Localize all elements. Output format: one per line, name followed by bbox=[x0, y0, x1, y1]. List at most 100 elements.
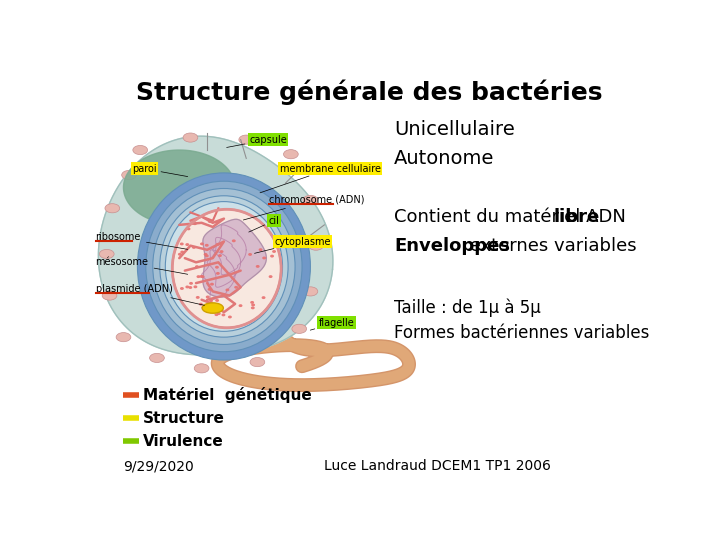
Ellipse shape bbox=[216, 272, 220, 275]
Ellipse shape bbox=[202, 303, 223, 313]
Ellipse shape bbox=[206, 295, 210, 299]
Ellipse shape bbox=[303, 287, 318, 296]
Ellipse shape bbox=[261, 296, 266, 299]
Ellipse shape bbox=[251, 303, 255, 306]
Text: Enveloppes: Enveloppes bbox=[394, 237, 510, 255]
Polygon shape bbox=[99, 136, 333, 355]
Ellipse shape bbox=[238, 304, 243, 307]
Ellipse shape bbox=[209, 299, 213, 302]
Ellipse shape bbox=[138, 173, 310, 360]
Ellipse shape bbox=[204, 253, 207, 256]
Text: chromosome (ADN): chromosome (ADN) bbox=[243, 195, 364, 220]
Ellipse shape bbox=[210, 283, 214, 286]
Text: 9/29/2020: 9/29/2020 bbox=[124, 459, 194, 473]
Ellipse shape bbox=[180, 287, 184, 290]
Text: mésosome: mésosome bbox=[96, 257, 188, 274]
Ellipse shape bbox=[196, 296, 199, 299]
Text: plasmide (ADN): plasmide (ADN) bbox=[96, 285, 204, 305]
Ellipse shape bbox=[178, 253, 181, 256]
Text: paroi: paroi bbox=[132, 164, 188, 177]
Ellipse shape bbox=[248, 253, 252, 256]
Ellipse shape bbox=[205, 254, 209, 258]
Text: membrane cellulaire: membrane cellulaire bbox=[260, 164, 381, 193]
Ellipse shape bbox=[222, 314, 225, 316]
Ellipse shape bbox=[256, 265, 260, 268]
Ellipse shape bbox=[105, 204, 120, 213]
Ellipse shape bbox=[195, 265, 199, 268]
Ellipse shape bbox=[216, 243, 220, 246]
Ellipse shape bbox=[217, 312, 221, 315]
Ellipse shape bbox=[189, 286, 192, 289]
Text: libre: libre bbox=[553, 207, 599, 226]
Ellipse shape bbox=[202, 306, 205, 309]
Text: Contient du matériel ADN: Contient du matériel ADN bbox=[394, 207, 631, 226]
Ellipse shape bbox=[160, 196, 288, 337]
Polygon shape bbox=[124, 150, 235, 225]
Ellipse shape bbox=[215, 299, 219, 302]
Ellipse shape bbox=[185, 243, 189, 246]
Ellipse shape bbox=[145, 181, 302, 352]
Ellipse shape bbox=[99, 249, 114, 259]
Ellipse shape bbox=[200, 242, 204, 245]
Text: Matériel  génétique: Matériel génétique bbox=[143, 387, 312, 403]
Ellipse shape bbox=[262, 256, 266, 259]
Ellipse shape bbox=[122, 171, 136, 180]
Text: Structure: Structure bbox=[143, 411, 225, 426]
Ellipse shape bbox=[250, 301, 254, 304]
Text: Taille : de 1μ à 5μ: Taille : de 1μ à 5μ bbox=[394, 299, 541, 318]
Ellipse shape bbox=[215, 266, 219, 269]
Ellipse shape bbox=[208, 220, 212, 223]
Ellipse shape bbox=[251, 306, 255, 309]
Ellipse shape bbox=[234, 286, 238, 289]
Text: flagelle: flagelle bbox=[310, 318, 354, 330]
Polygon shape bbox=[203, 219, 266, 297]
Text: cil: cil bbox=[249, 215, 279, 232]
Ellipse shape bbox=[250, 357, 265, 367]
Ellipse shape bbox=[239, 135, 253, 144]
Ellipse shape bbox=[292, 324, 307, 333]
Ellipse shape bbox=[204, 244, 209, 247]
Ellipse shape bbox=[133, 145, 148, 154]
Ellipse shape bbox=[218, 254, 222, 257]
Text: Autonome: Autonome bbox=[394, 149, 495, 168]
Ellipse shape bbox=[192, 246, 196, 249]
Text: Structure générale des bactéries: Structure générale des bactéries bbox=[136, 79, 602, 105]
Ellipse shape bbox=[153, 188, 295, 345]
Ellipse shape bbox=[270, 255, 274, 258]
Ellipse shape bbox=[116, 333, 131, 342]
Text: Unicellulaire: Unicellulaire bbox=[394, 120, 515, 139]
Ellipse shape bbox=[185, 286, 189, 288]
Ellipse shape bbox=[172, 210, 281, 328]
Ellipse shape bbox=[272, 250, 276, 253]
Text: Formes bactériennes variables: Formes bactériennes variables bbox=[394, 324, 649, 342]
Ellipse shape bbox=[199, 275, 203, 278]
Text: externes variables: externes variables bbox=[464, 237, 636, 255]
Ellipse shape bbox=[189, 282, 193, 285]
Ellipse shape bbox=[197, 275, 200, 278]
Ellipse shape bbox=[303, 195, 318, 205]
Text: capsule: capsule bbox=[227, 134, 287, 147]
Ellipse shape bbox=[228, 315, 232, 319]
Ellipse shape bbox=[284, 150, 298, 159]
Ellipse shape bbox=[186, 227, 191, 231]
Ellipse shape bbox=[225, 288, 230, 292]
Text: ribosome: ribosome bbox=[96, 232, 188, 249]
Text: cytoplasme: cytoplasme bbox=[254, 237, 330, 253]
Ellipse shape bbox=[180, 251, 184, 253]
Ellipse shape bbox=[193, 222, 197, 225]
Ellipse shape bbox=[194, 364, 209, 373]
Ellipse shape bbox=[309, 241, 323, 250]
Ellipse shape bbox=[199, 303, 203, 306]
Ellipse shape bbox=[215, 313, 218, 316]
Ellipse shape bbox=[232, 239, 235, 242]
Ellipse shape bbox=[201, 275, 204, 278]
Ellipse shape bbox=[269, 275, 273, 278]
Ellipse shape bbox=[180, 242, 184, 245]
Ellipse shape bbox=[166, 201, 282, 332]
Ellipse shape bbox=[183, 133, 198, 142]
Ellipse shape bbox=[207, 288, 212, 291]
Ellipse shape bbox=[150, 353, 164, 362]
Ellipse shape bbox=[258, 248, 263, 251]
Ellipse shape bbox=[194, 285, 197, 288]
Ellipse shape bbox=[220, 250, 223, 253]
